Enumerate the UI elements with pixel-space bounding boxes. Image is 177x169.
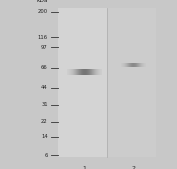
Bar (58, 8, 107, 157)
Bar (93, 69, 94, 75)
Bar (97, 69, 98, 75)
Bar (100, 69, 101, 75)
Bar (88, 69, 89, 75)
Text: 22: 22 (41, 119, 48, 124)
Text: kDa: kDa (36, 0, 48, 3)
Bar (74, 69, 75, 75)
Bar (76, 69, 77, 75)
Bar (101, 69, 102, 75)
Bar (107, 8, 156, 157)
Bar (77, 69, 78, 75)
Text: 44: 44 (41, 85, 48, 90)
Text: 2: 2 (131, 166, 135, 169)
Bar (90, 69, 91, 75)
Bar (78, 69, 79, 75)
Bar (87, 69, 88, 75)
Bar (86, 69, 87, 75)
Bar (80, 69, 81, 75)
Bar (94, 69, 95, 75)
Bar (67, 69, 68, 75)
Bar (95, 69, 96, 75)
Bar (68, 69, 69, 75)
Bar (79, 69, 80, 75)
Bar (71, 69, 72, 75)
Bar (83, 69, 84, 75)
Text: 200: 200 (38, 9, 48, 14)
Bar (72, 69, 73, 75)
Text: 14: 14 (41, 134, 48, 139)
Text: 116: 116 (38, 35, 48, 40)
Bar (75, 69, 76, 75)
Bar (82, 69, 83, 75)
Text: 1: 1 (83, 166, 87, 169)
Text: 31: 31 (41, 102, 48, 107)
Bar (91, 69, 92, 75)
Bar (81, 69, 82, 75)
Text: 97: 97 (41, 45, 48, 50)
Text: 6: 6 (44, 153, 48, 158)
Bar (70, 69, 71, 75)
Bar (69, 69, 70, 75)
Bar (73, 69, 74, 75)
Text: 66: 66 (41, 65, 48, 70)
Bar (98, 69, 99, 75)
Bar (85, 69, 86, 75)
Bar (92, 69, 93, 75)
Bar (96, 69, 97, 75)
Bar (99, 69, 100, 75)
Bar (84, 69, 85, 75)
Bar (89, 69, 90, 75)
